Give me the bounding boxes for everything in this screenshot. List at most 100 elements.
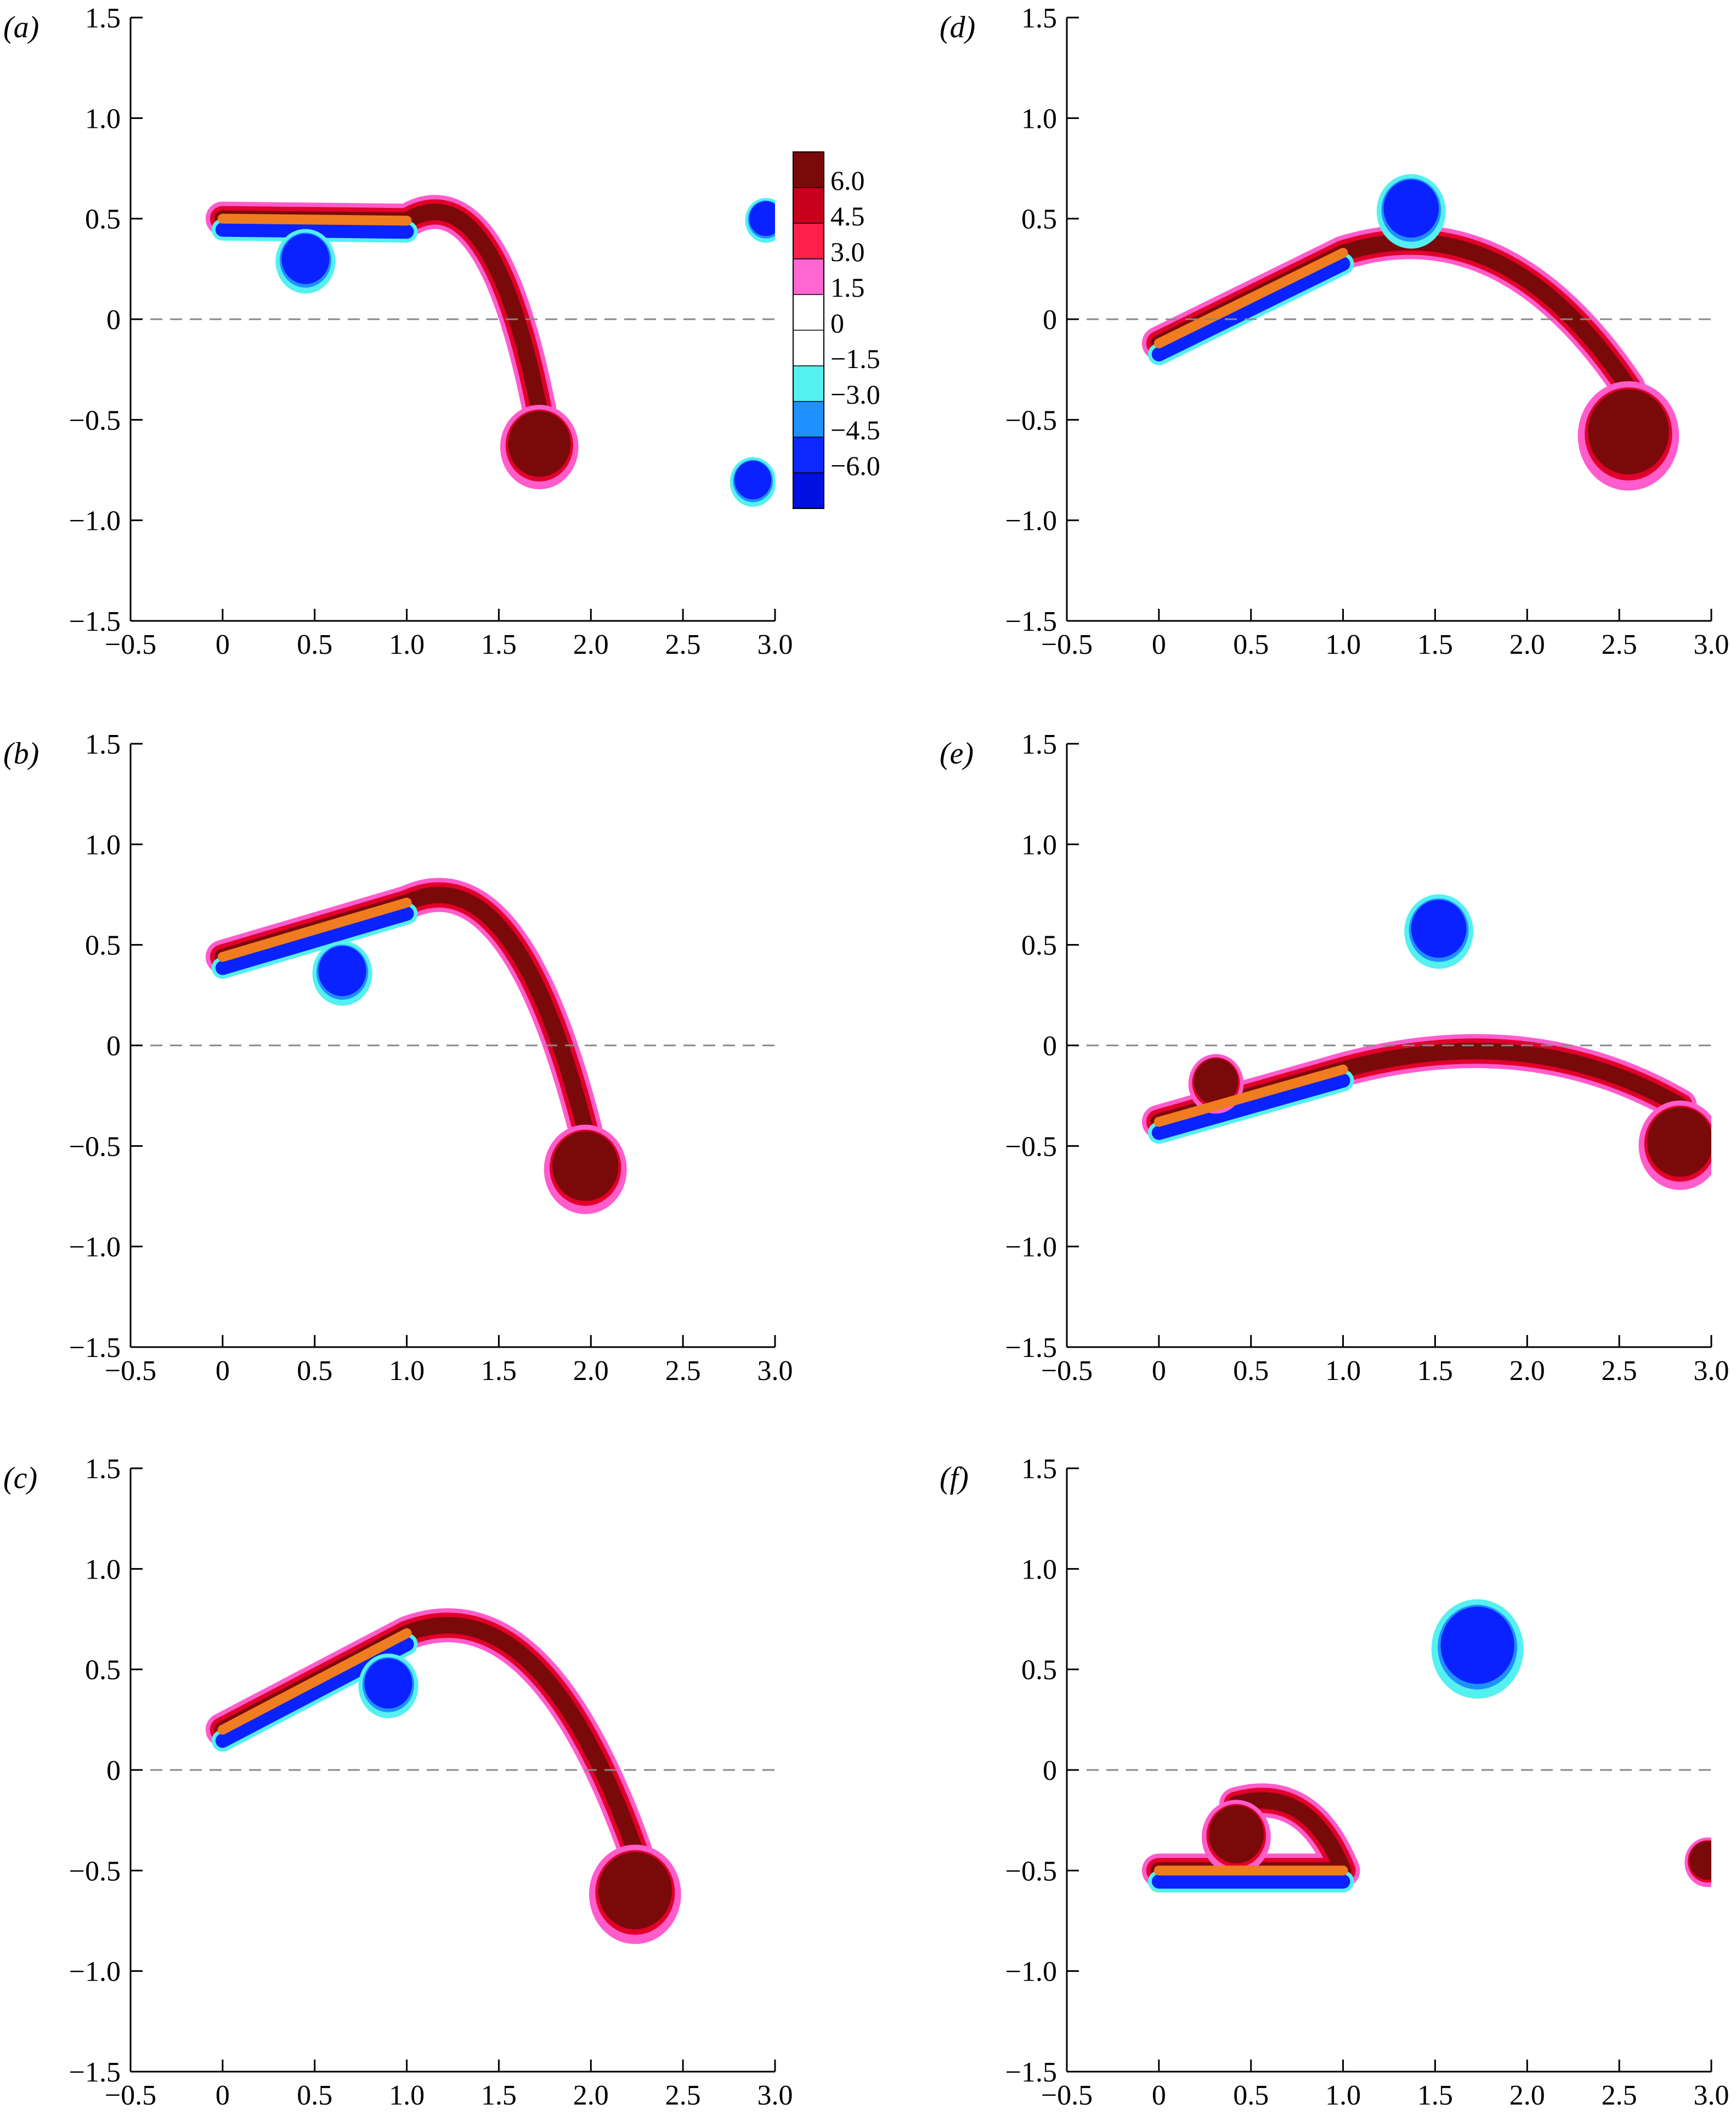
y-tick-label: −1.5 — [69, 606, 121, 637]
panel-e: −0.5 0 0.5 1.0 1.5 2.0 2.5 3.0 −1.5 −1.0 −0.5 0 0.5 1… — [940, 729, 1729, 1387]
plot-area — [205, 878, 627, 1214]
y-tick-label: −0.5 — [1005, 1856, 1057, 1887]
vortex-core — [1383, 179, 1439, 238]
x-tick-label: 0 — [1152, 2080, 1166, 2111]
vortex-core — [1689, 1841, 1711, 1880]
y-tick-label: 0.5 — [1021, 204, 1057, 235]
plate — [1153, 1065, 1348, 1127]
shear-layer-core — [214, 1617, 643, 1859]
y-tick-label: 1.5 — [85, 3, 121, 34]
y-tick-label: 1.0 — [1021, 1554, 1057, 1585]
y-tick-label: 0.5 — [1021, 1655, 1057, 1686]
vortex-core — [1588, 389, 1669, 474]
boundary-layer-core — [1151, 1073, 1350, 1140]
colorbar-label: 3.0 — [830, 236, 865, 267]
x-tick-label: 0 — [216, 2080, 230, 2111]
y-tick-label: −1.0 — [69, 1232, 121, 1263]
shear-layer-core — [214, 203, 548, 418]
y-tick-label: 1.0 — [1021, 829, 1057, 861]
y-tick-label: 0 — [106, 1755, 121, 1786]
x-tick-label: 1.5 — [1417, 629, 1453, 660]
y-tick-label: −0.5 — [69, 1131, 121, 1162]
x-tick-label: 1.0 — [1325, 2080, 1361, 2111]
x-tick-label: 1.5 — [481, 2080, 517, 2111]
colorbar-label: −3.0 — [830, 379, 880, 410]
colorbar-swatch — [793, 330, 824, 366]
colorbar-label: −1.5 — [830, 343, 880, 374]
shear-layer-core — [1150, 234, 1637, 396]
colorbar-swatch — [793, 188, 824, 223]
y-tick-label: −0.5 — [69, 405, 121, 436]
x-tick-label: 2.0 — [573, 629, 609, 660]
colorbar-label: −4.5 — [830, 415, 880, 445]
colorbar-swatch — [793, 437, 824, 473]
x-tick-label: 0.5 — [297, 1355, 332, 1387]
boundary-layer-core — [215, 906, 414, 975]
x-tick-label: 0.5 — [1233, 2080, 1269, 2111]
x-tick-label: −0.5 — [1041, 1355, 1093, 1387]
panel-label: (d) — [940, 10, 975, 44]
x-tick-label: 1.5 — [481, 629, 517, 660]
x-tick-label: 0.5 — [297, 2080, 332, 2111]
boundary-layer-core — [1151, 257, 1350, 361]
colorbar-swatch — [793, 223, 824, 259]
x-tick-label: −0.5 — [105, 2080, 156, 2111]
x-tick-label: −0.5 — [105, 1355, 156, 1387]
x-tick-label: 2.0 — [1509, 2080, 1545, 2111]
vortex-core — [749, 201, 775, 236]
x-tick-label: 3.0 — [757, 2080, 793, 2111]
plate — [217, 897, 412, 962]
vortex-core — [281, 234, 330, 284]
y-tick-label: −1.0 — [69, 1956, 121, 1988]
x-tick-label: 1.0 — [1325, 629, 1361, 660]
vortex-core — [734, 461, 772, 500]
plot-area — [205, 195, 775, 507]
x-tick-label: −0.5 — [1041, 629, 1093, 660]
x-tick-label: 0.5 — [297, 629, 332, 660]
y-tick-label: −1.5 — [69, 2057, 121, 2088]
y-tick-label: −1.0 — [69, 506, 121, 537]
colorbar-label: 6.0 — [830, 165, 865, 196]
panel-c: −0.5 0 0.5 1.0 1.5 2.0 2.5 3.0 −1.5 −1.0 −0.5 0 0.5 1… — [3, 1453, 793, 2111]
vortex-core — [598, 1852, 672, 1930]
x-tick-label: 2.5 — [665, 2080, 701, 2111]
shear-layer-core — [214, 886, 594, 1138]
colorbar-label: 0 — [830, 308, 844, 338]
x-tick-label: 1.5 — [1417, 2080, 1453, 2111]
y-tick-label: 1.5 — [85, 729, 121, 760]
y-tick-label: −1.5 — [1005, 1332, 1057, 1364]
y-tick-label: 0 — [1043, 304, 1057, 336]
x-tick-label: 0 — [216, 629, 230, 660]
y-tick-label: 1.0 — [1021, 103, 1057, 134]
y-tick-label: 1.5 — [1021, 3, 1057, 34]
shear-layer-mid — [210, 1613, 648, 1863]
y-tick-label: 0.5 — [85, 204, 121, 235]
plate — [1153, 248, 1348, 348]
x-tick-label: 1.5 — [481, 1355, 517, 1387]
shear-layer-core — [1150, 1792, 1352, 1879]
x-tick-label: 2.0 — [1509, 1355, 1545, 1387]
panel-b: −0.5 0 0.5 1.0 1.5 2.0 2.5 3.0 −1.5 −1.0 −0.5 0 0.5 1… — [3, 729, 793, 1387]
colorbar-legend: 6.0 4.5 3.0 1.5 0 −1.5 −3.0 −4.5 −6.0 — [793, 151, 880, 509]
x-tick-label: 2.0 — [573, 1355, 609, 1387]
y-tick-label: 1.5 — [1021, 729, 1057, 760]
y-tick-label: 1.5 — [85, 1453, 121, 1485]
vortex-core — [1194, 1058, 1239, 1105]
x-tick-label: 1.5 — [1417, 1355, 1453, 1387]
colorbar-label: −6.0 — [830, 450, 880, 481]
colorbar-swatch — [793, 152, 824, 188]
x-tick-label: 2.5 — [1602, 1355, 1637, 1387]
x-tick-label: −0.5 — [105, 629, 156, 660]
x-tick-label: 3.0 — [757, 629, 793, 660]
y-tick-label: −0.5 — [69, 1856, 121, 1887]
colorbar-label: 1.5 — [830, 272, 865, 303]
panel-label: (a) — [3, 10, 39, 44]
y-tick-label: −1.0 — [1005, 1232, 1057, 1263]
panel-a: −0.5 0 0.5 1.0 1.5 2.0 2.5 3.0 −1.5 −1.0 −0.5 0 0.5 1… — [3, 3, 793, 660]
vortex-core — [364, 1658, 412, 1709]
x-tick-label: 1.0 — [1325, 1355, 1361, 1387]
panel-label: (f) — [940, 1461, 969, 1495]
vortex-core — [1440, 1607, 1514, 1684]
x-tick-label: 0 — [216, 1355, 230, 1387]
